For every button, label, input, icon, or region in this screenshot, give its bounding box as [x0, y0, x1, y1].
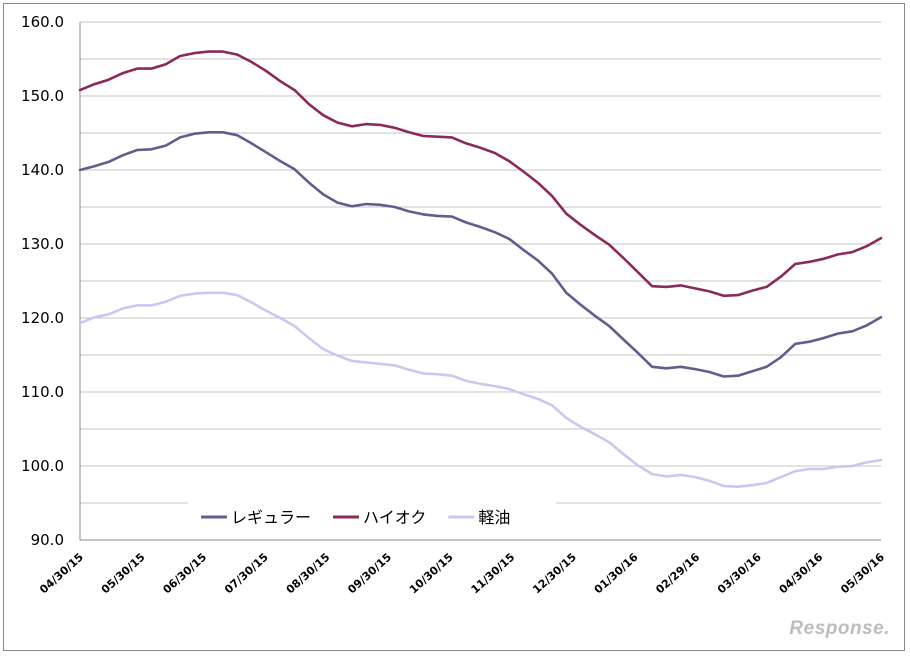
y-tick-label: 140.0: [21, 161, 64, 179]
series-line-1: [78, 50, 883, 298]
x-axis-ticks: 04/30/15 05/30/15 06/30/15 07/30/15 08/30/15…: [37, 550, 887, 596]
x-tick-label: 01/30/16: [592, 550, 641, 596]
x-tick-label: 06/30/15: [160, 551, 209, 597]
legend-label: ハイオク: [363, 508, 426, 527]
legend-label: 軽油: [478, 508, 510, 527]
x-tick-label: 11/30/15: [469, 551, 518, 597]
x-tick-label: 12/30/15: [530, 551, 579, 597]
legend-box: [188, 500, 556, 536]
x-tick-label: 08/30/15: [284, 551, 333, 597]
y-tick-label: 160.0: [21, 13, 64, 31]
chart-frame: 90.0 100.0 110.0 120.0 130.0 140.0 150.0 160.0 …: [3, 3, 905, 651]
series-lines: [78, 50, 883, 489]
x-tick-label: 04/30/15: [37, 551, 86, 597]
y-tick-label: 100.0: [21, 457, 64, 475]
y-tick-label: 150.0: [21, 87, 64, 105]
response-watermark: Response.: [789, 618, 890, 639]
legend-label: レギュラー: [231, 508, 311, 527]
x-tick-label: 03/30/16: [715, 550, 764, 596]
line-chart: 90.0100.0110.0120.0130.0140.0150.0160.0 …: [21, 13, 887, 596]
x-tick-label: 02/29/16: [653, 550, 702, 596]
y-tick-label: 90.0: [31, 531, 64, 549]
y-axis-ticks: 90.0 100.0 110.0 120.0 130.0 140.0 150.0 160.0: [21, 13, 64, 549]
x-tick-label: 04/30/16: [777, 550, 826, 596]
legend: レギュラー ハイオク 軽油: [188, 500, 556, 536]
x-tick-label: 09/30/15: [345, 551, 394, 597]
series-line-2: [78, 291, 883, 489]
x-tick-label: 10/30/15: [407, 551, 456, 597]
x-tick-label: 05/30/15: [99, 551, 148, 597]
grid-lines: [79, 21, 881, 541]
series-line-0: [78, 131, 883, 378]
y-tick-label: 130.0: [21, 235, 64, 253]
y-tick-label: 120.0: [21, 309, 64, 327]
x-tick-label: 05/30/16: [838, 550, 887, 596]
x-tick-label: 07/30/15: [222, 551, 271, 597]
y-tick-label: 110.0: [21, 383, 64, 401]
